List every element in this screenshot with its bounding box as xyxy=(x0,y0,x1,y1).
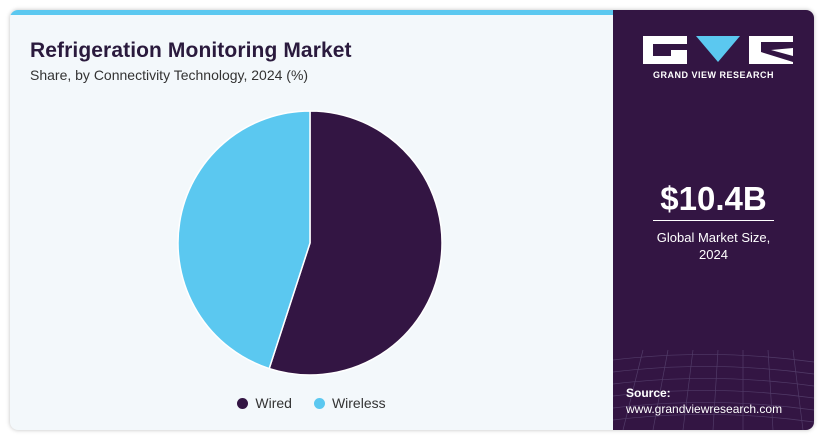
pie-chart xyxy=(177,110,443,376)
legend-label-wireless: Wireless xyxy=(331,395,386,411)
legend-swatch-wireless xyxy=(313,397,325,409)
legend-swatch-wired xyxy=(237,397,249,409)
chart-card: Refrigeration Monitoring Market Share, b… xyxy=(10,10,814,430)
divider xyxy=(653,220,774,221)
source-label: Source: xyxy=(626,386,671,400)
chart-legend: Wired Wireless xyxy=(10,395,613,411)
info-sidebar: GRAND VIEW RESEARCH $10.4B Global Market… xyxy=(613,10,814,430)
grand-view-research-logo xyxy=(643,36,793,64)
market-size-value: $10.4B xyxy=(660,180,767,217)
market-size-label: Global Market Size, 2024 xyxy=(656,230,771,262)
accent-bar xyxy=(10,10,613,15)
legend-item-wireless: Wireless xyxy=(313,395,386,411)
pie-slice-wired xyxy=(268,110,443,376)
grid-decoration xyxy=(613,349,814,430)
chart-subtitle: Share, by Connectivity Technology, 2024 … xyxy=(30,67,309,83)
brand-name: GRAND VIEW RESEARCH xyxy=(652,70,774,80)
source-url[interactable]: www.grandviewresearch.com xyxy=(626,402,783,416)
legend-label-wired: Wired xyxy=(255,395,292,411)
legend-item-wired: Wired xyxy=(237,395,292,411)
chart-panel: Refrigeration Monitoring Market Share, b… xyxy=(10,15,613,430)
chart-title: Refrigeration Monitoring Market xyxy=(30,39,352,62)
pie-slice-wireless xyxy=(177,110,311,370)
